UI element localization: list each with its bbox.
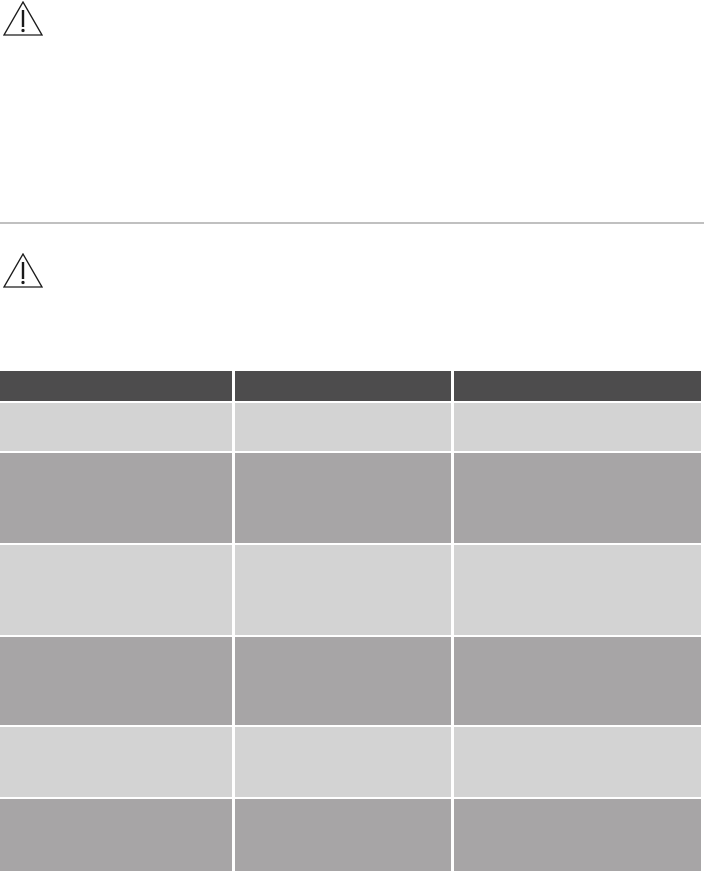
table-row — [0, 403, 701, 451]
table-row — [0, 453, 701, 543]
warning-triangle-icon — [3, 253, 43, 288]
warning-triangle-icon — [3, 1, 43, 36]
table-row — [0, 727, 701, 797]
table-cell — [454, 453, 701, 543]
table-row — [0, 545, 701, 635]
table-cell — [454, 799, 701, 871]
table-cell — [0, 637, 232, 725]
table-cell — [235, 727, 451, 797]
table-header-cell — [235, 371, 451, 401]
table-cell — [0, 727, 232, 797]
table-cell — [235, 637, 451, 725]
table-row — [0, 637, 701, 725]
table-cell — [0, 403, 232, 451]
table-header-row — [0, 371, 701, 401]
table-cell — [0, 453, 232, 543]
section-divider — [0, 222, 704, 224]
table-cell — [235, 453, 451, 543]
table-header-cell — [454, 371, 701, 401]
table-cell — [454, 637, 701, 725]
table-cell — [235, 403, 451, 451]
table-row — [0, 799, 701, 871]
table-cell — [235, 799, 451, 871]
table-cell — [0, 545, 232, 635]
data-table — [0, 371, 701, 873]
table-header-cell — [0, 371, 232, 401]
table-cell — [454, 727, 701, 797]
table-cell — [454, 545, 701, 635]
table-cell — [454, 403, 701, 451]
table-cell — [235, 545, 451, 635]
table-cell — [0, 799, 232, 871]
